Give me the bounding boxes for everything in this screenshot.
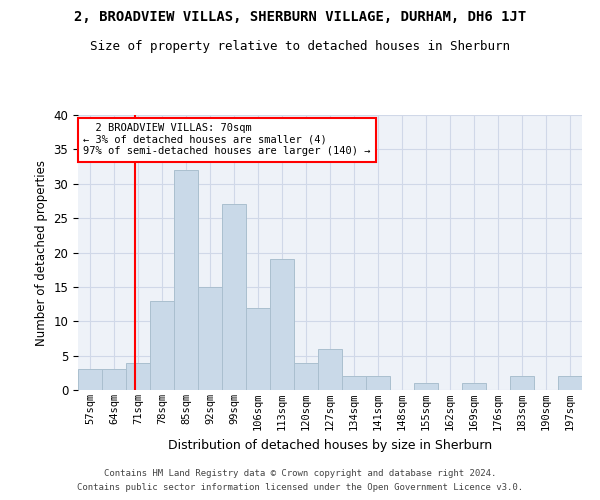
Text: Size of property relative to detached houses in Sherburn: Size of property relative to detached ho…	[90, 40, 510, 53]
Bar	[198, 287, 222, 390]
Bar	[222, 204, 246, 390]
Y-axis label: Number of detached properties: Number of detached properties	[35, 160, 48, 346]
Bar	[462, 383, 486, 390]
X-axis label: Distribution of detached houses by size in Sherburn: Distribution of detached houses by size …	[168, 438, 492, 452]
Text: Contains public sector information licensed under the Open Government Licence v3: Contains public sector information licen…	[77, 484, 523, 492]
Bar	[414, 383, 438, 390]
Bar	[318, 349, 342, 390]
Bar	[102, 370, 126, 390]
Bar	[78, 370, 102, 390]
Bar	[558, 376, 582, 390]
Bar	[174, 170, 198, 390]
Bar	[126, 362, 150, 390]
Bar	[510, 376, 534, 390]
Bar	[366, 376, 390, 390]
Bar	[150, 300, 174, 390]
Bar	[246, 308, 270, 390]
Bar	[342, 376, 366, 390]
Text: Contains HM Land Registry data © Crown copyright and database right 2024.: Contains HM Land Registry data © Crown c…	[104, 468, 496, 477]
Text: 2, BROADVIEW VILLAS, SHERBURN VILLAGE, DURHAM, DH6 1JT: 2, BROADVIEW VILLAS, SHERBURN VILLAGE, D…	[74, 10, 526, 24]
Bar	[294, 362, 318, 390]
Text: 2 BROADVIEW VILLAS: 70sqm  
← 3% of detached houses are smaller (4)
97% of semi-: 2 BROADVIEW VILLAS: 70sqm ← 3% of detach…	[83, 123, 371, 156]
Bar	[270, 260, 294, 390]
